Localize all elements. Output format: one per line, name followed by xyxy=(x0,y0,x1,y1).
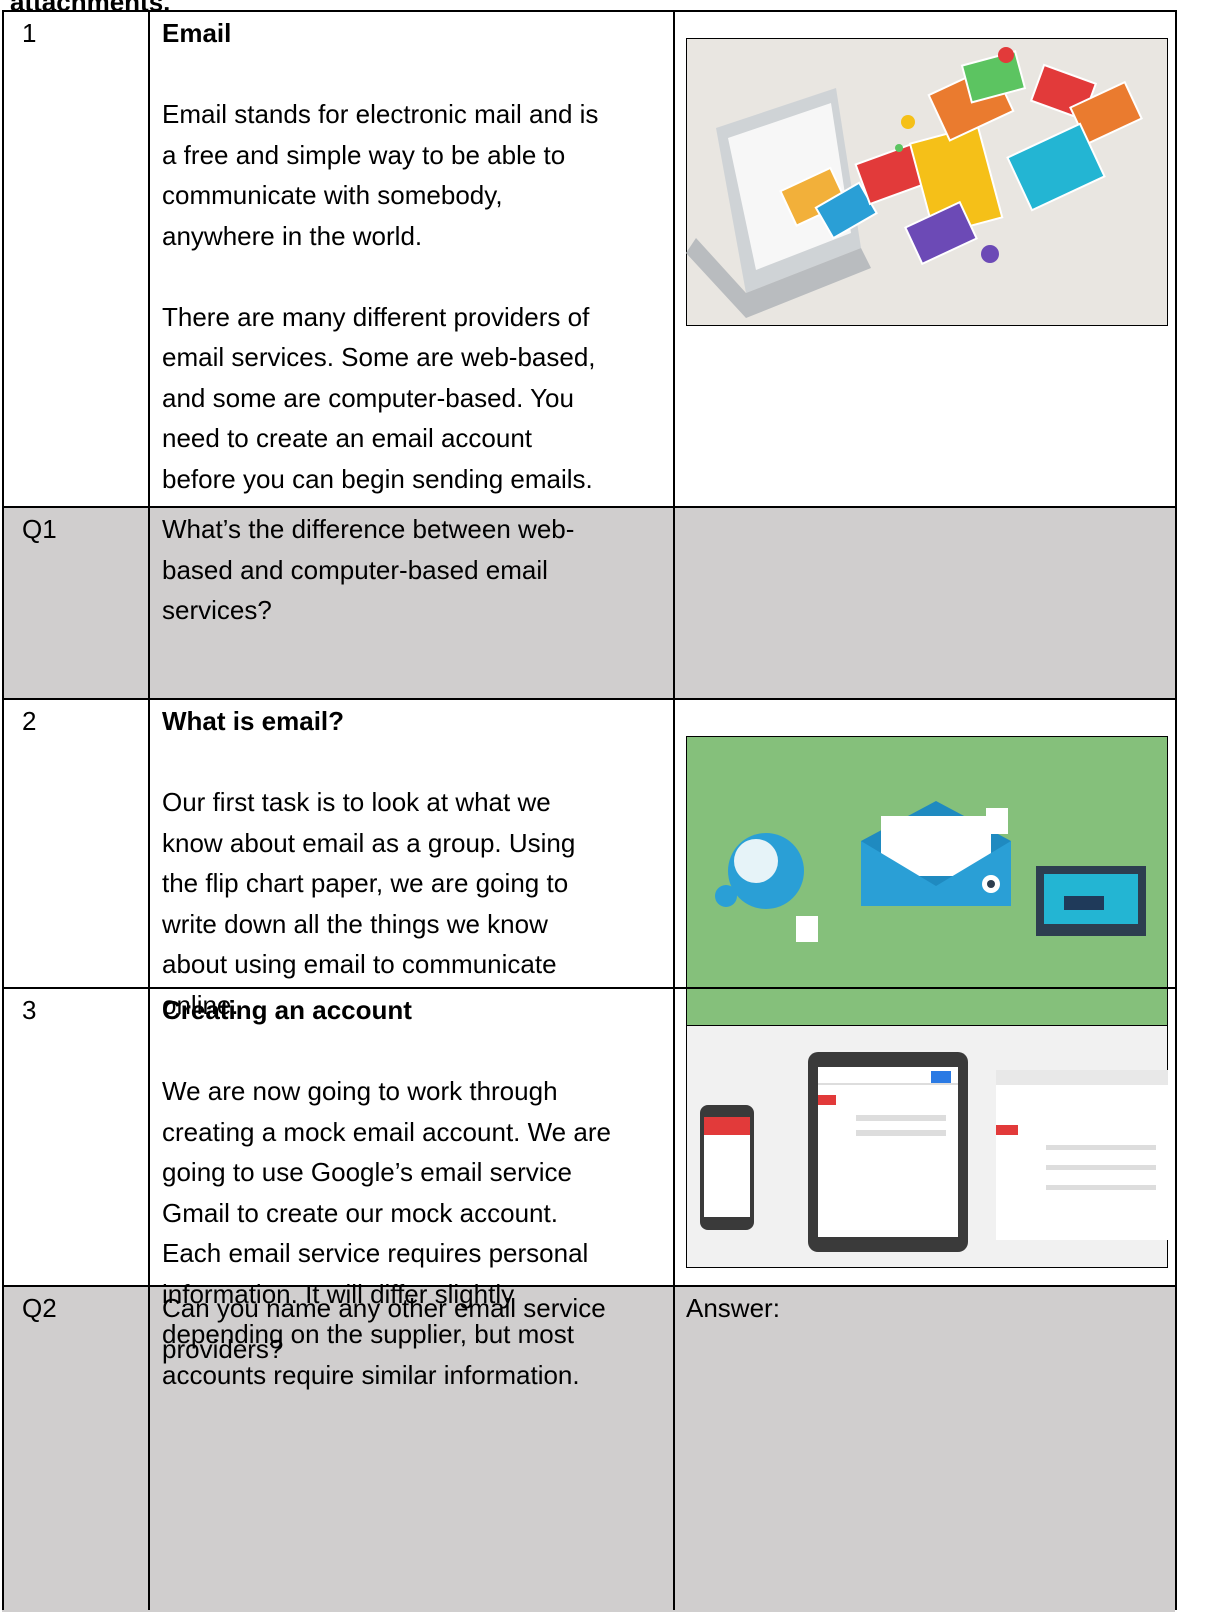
body-text: information. It will differ slightly xyxy=(162,1278,515,1309)
body-text: Our first task is to look at what we xyxy=(162,787,551,817)
body-text: based and computer-based email xyxy=(162,554,548,585)
row-number: 1 xyxy=(22,18,37,48)
body-text: Email stands for electronic mail and is xyxy=(162,99,599,129)
body-text: Can you name any other email service xyxy=(162,1293,606,1323)
email-illustration xyxy=(686,38,1168,326)
body-text: communicate with somebody, xyxy=(162,180,503,210)
row-border xyxy=(2,506,1176,508)
row-title: Email xyxy=(162,18,232,48)
body-text: Each email service requires personal xyxy=(162,1238,589,1268)
row-border xyxy=(2,1285,1176,1287)
row-shade xyxy=(2,1285,1175,1612)
body-text: the flip chart paper, we are going to xyxy=(162,868,569,898)
row-title: What is email? xyxy=(162,706,345,736)
body-text: going to use Google’s email service xyxy=(162,1157,572,1187)
body-text: a free and simple way to be able to xyxy=(162,139,566,170)
row-border xyxy=(2,987,1176,989)
body-text: We are now going to work through xyxy=(162,1076,558,1106)
body-text: email services. Some are web-based, xyxy=(162,342,596,372)
body-text: know about email as a group. Using xyxy=(162,827,576,858)
header-fragment: attachments. xyxy=(10,0,171,17)
row-border xyxy=(2,10,1176,12)
body-text: depending on the supplier, but most xyxy=(162,1319,574,1349)
body-text: Gmail to create our mock account. xyxy=(162,1197,558,1228)
row-number: 3 xyxy=(22,995,37,1025)
row-number: Q1 xyxy=(22,514,57,544)
body-text: and some are computer-based. You xyxy=(162,382,574,413)
body-text: write down all the things we know xyxy=(162,908,548,939)
row-border xyxy=(2,698,1176,700)
body-text: anywhere in the world. xyxy=(162,220,423,251)
body-text: creating a mock email account. We are xyxy=(162,1116,611,1147)
column-border xyxy=(673,10,675,1610)
row-number: Q2 xyxy=(22,1293,57,1323)
row-shade xyxy=(2,506,1175,698)
gmail-devices-illustration xyxy=(686,1025,1168,1268)
body-text: before you can begin sending emails. xyxy=(162,463,593,494)
body-text: providers? xyxy=(162,1333,284,1364)
body-text: There are many different providers of xyxy=(162,301,590,332)
body-text: about using email to communicate xyxy=(162,949,557,979)
body-text: services? xyxy=(162,595,272,625)
body-text: accounts require similar information. xyxy=(162,1359,580,1390)
column-border xyxy=(148,10,150,1610)
column-border xyxy=(1175,10,1177,1610)
body-text: online. xyxy=(162,989,239,1020)
body-text: need to create an email account xyxy=(162,423,533,453)
row-title: Creating an account xyxy=(162,995,412,1025)
row-number: 2 xyxy=(22,706,37,736)
column-border xyxy=(2,10,4,1610)
answer-label: Answer: xyxy=(686,1293,780,1323)
body-text: What’s the difference between web- xyxy=(162,514,575,544)
what-is-email-illustration xyxy=(686,736,1168,1075)
